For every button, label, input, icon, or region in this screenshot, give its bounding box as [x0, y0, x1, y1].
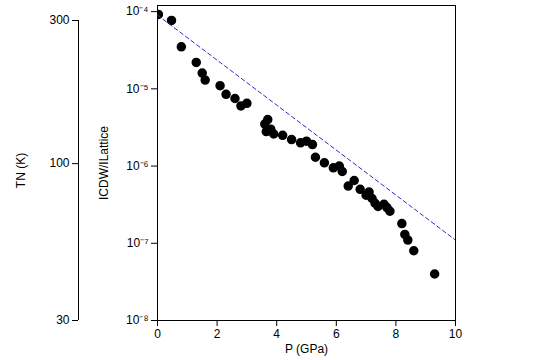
- svg-text:10: 10: [449, 327, 463, 341]
- svg-text:100: 100: [49, 156, 69, 170]
- svg-text:TN (K): TN (K): [14, 153, 28, 188]
- svg-text:4: 4: [273, 327, 280, 341]
- svg-text:2: 2: [214, 327, 221, 341]
- svg-text:0: 0: [154, 327, 161, 341]
- svg-text:10⁻⁴: 10⁻⁴: [126, 4, 149, 18]
- svg-text:8: 8: [393, 327, 400, 341]
- svg-text:6: 6: [333, 327, 340, 341]
- svg-text:P (GPa): P (GPa): [285, 342, 328, 356]
- svg-text:30: 30: [56, 313, 70, 327]
- svg-text:300: 300: [49, 13, 69, 27]
- svg-text:10⁻⁸: 10⁻⁸: [126, 313, 148, 327]
- svg-text:10⁻⁶: 10⁻⁶: [126, 159, 148, 173]
- svg-text:10⁻⁵: 10⁻⁵: [126, 82, 148, 96]
- svg-text:10⁻⁷: 10⁻⁷: [127, 236, 149, 250]
- svg-text:ICDW/ILattice: ICDW/ILattice: [97, 126, 111, 200]
